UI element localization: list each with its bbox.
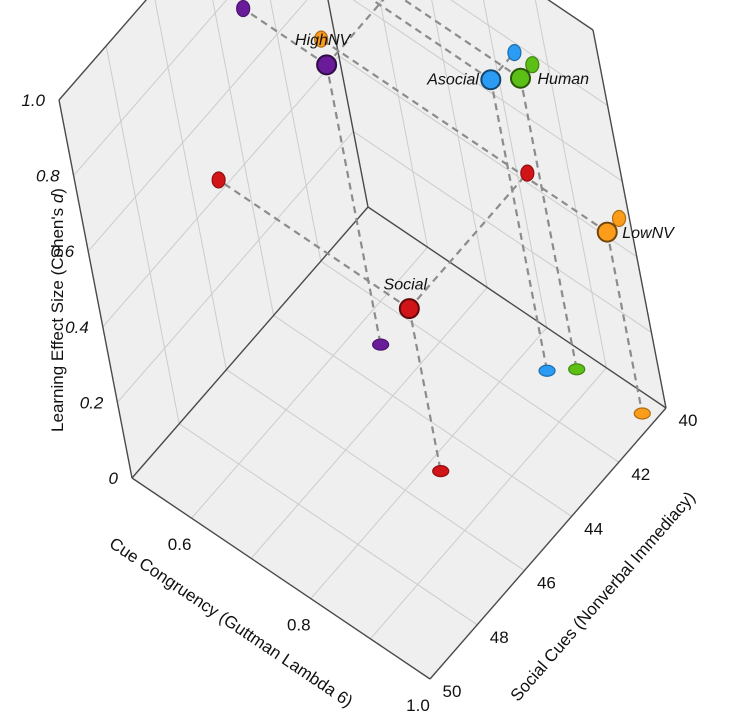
tick-labels: 0 0.2 0.4 0.6 0.8 1.0 0.6 0.8 1.0 40 42 44 46 48 50 (21, 91, 697, 712)
edge-front-vertical (58, 99, 133, 479)
projection-marker-highnv-left (236, 0, 251, 18)
grid-line-z-back (353, 130, 652, 333)
edge-right-vertical (592, 29, 667, 409)
grid-line-z-back (450, 0, 608, 107)
y-tick-label: 42 (631, 465, 650, 484)
z-axis-title-close: ) (48, 188, 67, 194)
point-labels: Asocial Human HighNV Social LowNV (295, 32, 675, 294)
projection-marker-asocial-back (507, 44, 522, 62)
z-axis-title-variable: d (48, 193, 67, 203)
x-tick-label: 0.6 (168, 535, 192, 554)
projection-marker-human-floor (568, 363, 586, 376)
projection-line-social-back (408, 172, 529, 310)
data-point-social (398, 298, 420, 320)
projection-marker-lownv-left (314, 30, 329, 48)
point-label-highnv: HighNV (295, 32, 351, 49)
projection-line-lownv-floor (606, 231, 644, 414)
edge-top-left (58, 0, 148, 101)
projection-line-lownv-left (320, 38, 608, 233)
grid-line-x-back (534, 0, 607, 368)
projection-marker-highnv-floor (372, 338, 390, 351)
z-tick-label: 0.8 (36, 167, 60, 186)
z-tick-label: 0 (109, 469, 119, 488)
grid-line-x-floor (191, 246, 428, 519)
projection-line-asocial-floor (489, 79, 549, 371)
projection-line-highnv-left (242, 7, 328, 66)
edge-right-floor (429, 407, 667, 680)
grid-line-z-back (352, 0, 623, 182)
x-tick-label: 0.8 (287, 616, 311, 635)
grid-line-y-left (212, 0, 275, 316)
data-points (316, 54, 618, 320)
z-axis-title: Learning Effect Size (Cohen's d) (48, 188, 67, 432)
grid-line-y-left (154, 0, 227, 370)
grid-line-y-left (105, 45, 180, 424)
projection-line-social-floor (408, 308, 442, 472)
point-label-social: Social (384, 277, 428, 294)
z-tick-label: 0.4 (65, 318, 89, 337)
grid-line-y-floor (226, 369, 525, 572)
pane-left-wall (59, 0, 368, 478)
edge-front-floor (131, 477, 431, 680)
projection-line-asocial-left (370, 0, 492, 81)
y-tick-label: 48 (490, 628, 509, 647)
data-point-highnv (316, 54, 338, 76)
x-tick-label: 1.0 (406, 696, 430, 712)
grid-line-y-floor (273, 314, 572, 517)
projection-marker-human-back (525, 56, 540, 74)
edge-inner-left-floor (131, 206, 369, 479)
grid-line-z-left (117, 131, 354, 403)
grid-line-x-back (379, 0, 429, 248)
projection-line-human-floor (519, 78, 578, 370)
grid-line-y-floor (178, 423, 478, 626)
projection-marker-social-left (211, 171, 226, 189)
z-axis-title-text: Learning Effect Size (Cohen's (48, 203, 67, 432)
pane-edges (58, 0, 667, 680)
projection-marker-lownv-back (611, 209, 627, 228)
projection-marker-social-floor (432, 465, 450, 478)
grid-line-x-floor (370, 367, 607, 640)
projection-line-social-left (217, 179, 410, 310)
grid-line-z-back (338, 55, 638, 258)
projection-line-highnv-back (325, 0, 385, 66)
grid-line-z-left (102, 55, 340, 328)
projection-marker-asocial-floor (538, 364, 556, 377)
point-label-lownv: LowNV (622, 225, 675, 242)
grid-line-x-back (431, 0, 488, 288)
projection-marker-social-back (520, 164, 535, 182)
y-tick-label: 46 (537, 574, 556, 593)
grid-line-y-left (269, 0, 322, 262)
grid-line-x-floor (310, 327, 548, 599)
edge-inner-back-floor (367, 206, 667, 409)
grid-line-z-left (73, 0, 228, 176)
projection-marker-lownv-floor (633, 407, 651, 420)
grid-line-x-floor (250, 287, 488, 559)
data-point-human (510, 67, 532, 89)
z-tick-label: 0.2 (80, 393, 104, 412)
y-tick-label: 44 (584, 519, 603, 538)
projection-lines (217, 0, 644, 472)
grid-line-x-back (483, 0, 548, 328)
y-tick-label: 40 (679, 411, 698, 430)
z-tick-label: 1.0 (21, 91, 45, 110)
edge-inner-vertical (327, 0, 369, 208)
projection-markers (211, 0, 651, 478)
data-point-lownv (596, 221, 618, 243)
data-point-asocial (480, 69, 502, 91)
y-tick-label: 50 (443, 682, 462, 701)
point-label-human: Human (538, 71, 590, 88)
grid-line-z-left (87, 0, 308, 252)
z-tick-label: 0.6 (51, 242, 75, 261)
gridlines (73, 0, 652, 640)
projection-line-human-left (402, 0, 522, 80)
point-label-asocial: Asocial (426, 72, 479, 89)
